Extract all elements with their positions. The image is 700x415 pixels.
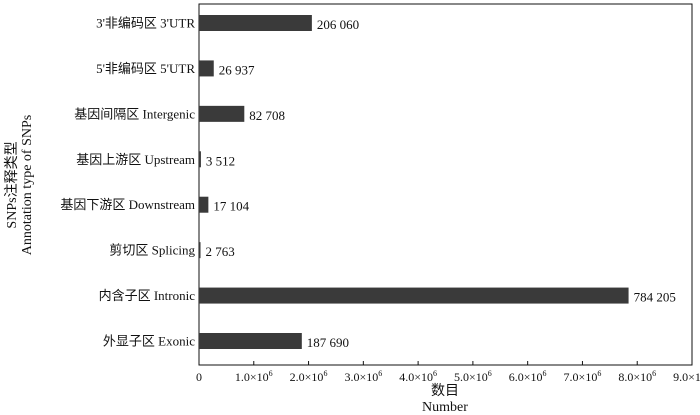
category-label-3: 基因上游区 Upstream	[76, 152, 195, 167]
plot-frame	[198, 3, 693, 366]
category-label-1: 5'非编码区 5'UTR	[96, 61, 195, 76]
x-tick-label-exponent: 6	[543, 369, 547, 378]
bar-0	[199, 15, 312, 31]
value-label-0: 206 060	[317, 17, 359, 32]
category-labels: 3'非编码区 3'UTR 5'非编码区 5'UTR 基因间隔区 Intergenic…	[60, 16, 195, 349]
x-axis-title-en: Number	[422, 400, 468, 415]
category-label-5: 剪切区 Splicing	[109, 243, 195, 258]
x-tick-label-6: 6.0×106	[509, 369, 547, 384]
x-tick-label-mantissa: 4.0×10	[399, 370, 433, 384]
value-label-2: 82 708	[249, 108, 285, 123]
y-axis-title: SNPs注释类型 Annotation type of SNPs	[4, 115, 35, 255]
x-tick-label-exponent: 6	[433, 369, 437, 378]
bar-3	[199, 151, 201, 168]
x-tick-label-exponent: 6	[378, 369, 382, 378]
x-tick-label-mantissa: 2.0×10	[290, 370, 324, 384]
x-tick-label-2: 2.0×106	[290, 369, 328, 384]
value-labels: 206 060 26 937 82 708 3 512 17 104 2 763 784 2…	[206, 17, 676, 350]
x-tick-label-mantissa: 9.0×10	[673, 370, 700, 384]
x-tick-label-9: 9.0×106	[673, 369, 700, 384]
x-tick-label-5: 5.0×106	[454, 369, 492, 384]
y-axis-title-cn: SNPs注释类型	[4, 141, 20, 228]
x-tick-label-mantissa: 7.0×10	[564, 370, 598, 384]
x-tick-label-0: 0	[196, 370, 202, 384]
x-tick-label-exponent: 6	[488, 369, 492, 378]
bar-2	[199, 105, 245, 122]
x-tick-label-mantissa: 1.0×10	[235, 370, 269, 384]
value-label-1: 26 937	[219, 62, 255, 77]
x-axis-title: 数目 Number	[422, 383, 468, 415]
x-tick-label-exponent: 6	[652, 369, 656, 378]
x-tick-label-mantissa: 3.0×10	[344, 370, 378, 384]
category-label-2: 基因间隔区 Intergenic	[74, 106, 195, 121]
value-label-3: 3 512	[206, 153, 235, 168]
category-label-4: 基因下游区 Downstream	[60, 197, 195, 212]
value-label-5: 2 763	[206, 244, 235, 259]
x-tick-label-mantissa: 0	[196, 370, 202, 384]
x-tick-label-1: 1.0×106	[235, 369, 273, 384]
y-axis-title-en: Annotation type of SNPs	[20, 115, 35, 255]
x-tick-label-mantissa: 8.0×10	[618, 370, 652, 384]
bar-6	[199, 287, 629, 304]
x-tick-label-mantissa: 6.0×10	[509, 370, 543, 384]
x-tick-label-mantissa: 5.0×10	[454, 370, 488, 384]
x-axis-title-cn: 数目	[431, 383, 459, 399]
category-label-6: 内含子区 Intronic	[99, 288, 196, 303]
bar-4	[199, 196, 209, 213]
bar-5	[199, 242, 201, 259]
value-label-6: 784 205	[634, 290, 676, 305]
bar-7	[199, 333, 302, 349]
x-tick-label-3: 3.0×106	[344, 369, 382, 384]
bars-group	[199, 15, 629, 349]
x-tick-label-4: 4.0×106	[399, 369, 437, 384]
x-tick-label-exponent: 6	[269, 369, 273, 378]
category-label-7: 外显子区 Exonic	[103, 334, 195, 349]
bar-1	[199, 60, 214, 77]
x-tick-label-exponent: 6	[597, 369, 601, 378]
value-label-4: 17 104	[213, 199, 249, 214]
x-tick-label-8: 8.0×106	[618, 369, 656, 384]
x-ticks: 0 1.0×106 2.0×106 3.0×106 4.0×106 5.0×106 6.0×…	[196, 361, 700, 384]
value-label-7: 187 690	[307, 335, 349, 350]
x-tick-label-7: 7.0×106	[564, 369, 602, 384]
category-label-0: 3'非编码区 3'UTR	[96, 16, 195, 31]
x-tick-label-exponent: 6	[323, 369, 327, 378]
